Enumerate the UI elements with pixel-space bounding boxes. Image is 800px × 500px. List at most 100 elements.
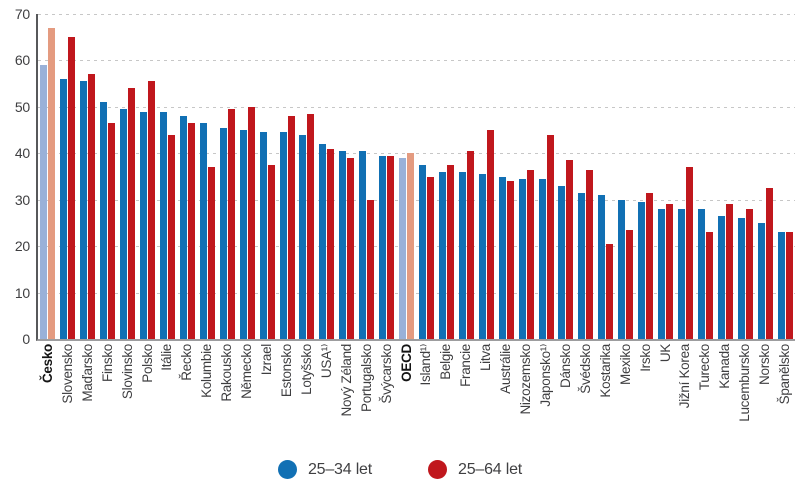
x-axis-label-Norsko: Norsko (757, 344, 773, 385)
x-axis-label-Švýcarsko: Švýcarsko (378, 344, 394, 404)
bar-25–34let-Dánsko (558, 185, 566, 339)
bar-25–64let-Austrálie (506, 181, 514, 339)
plot-area (36, 14, 795, 341)
legend-item-25–34let: 25–34 let (277, 460, 372, 479)
bar-group-Rakousko (217, 14, 237, 339)
bar-25–34let-USA¹⁾ (319, 144, 327, 339)
bar-25–64let-Itálie (167, 134, 175, 339)
bar-25–34let-Kanada (717, 215, 725, 339)
y-tick-label-60: 60 (14, 52, 30, 69)
bar-25–64let-Maďarsko (88, 74, 96, 339)
x-axis-label-Japonsko¹⁾: Japonsko¹⁾ (537, 344, 553, 407)
bar-group-Francie (456, 14, 476, 339)
bar-25–34let-Austrálie (498, 176, 506, 339)
x-axis-label-Slovinsko: Slovinsko (119, 344, 135, 400)
x-axis-label-Nový Zéland: Nový Zéland (338, 344, 354, 417)
x-axis-label-Dánsko: Dánsko (557, 344, 573, 388)
bar-25–64let-Švédsko (586, 169, 594, 339)
bar-group-OECD (397, 14, 417, 339)
bar-group-Kolumbie (197, 14, 217, 339)
bar-group-Turecko (695, 14, 715, 339)
x-axis-label-Kolumbie: Kolumbie (199, 344, 215, 398)
bar-25–34let-Maďarsko (80, 81, 88, 339)
bar-25–34let-Mexiko (618, 199, 626, 339)
bar-group-Polsko (138, 14, 158, 339)
bar-25–64let-Řecko (187, 123, 195, 339)
bar-group-Kanada (715, 14, 735, 339)
bar-25–34let-Lucembursko (737, 218, 745, 339)
legend-item-25–64let: 25–64 let (428, 460, 522, 479)
x-axis-label-Rakousko: Rakousko (219, 344, 235, 402)
bar-25–34let-Finsko (100, 102, 108, 339)
bar-25–34let-Jižní Korea (677, 209, 685, 339)
bar-25–34let-Lotyšsko (299, 134, 307, 339)
bar-group-Irsko (636, 14, 656, 339)
bar-group-Nizozemsko (516, 14, 536, 339)
bar-groups (38, 14, 795, 339)
bar-group-Dánsko (556, 14, 576, 339)
bar-group-Norsko (755, 14, 775, 339)
x-axis-label-Litva: Litva (478, 344, 494, 372)
bar-25–34let-Nový Zéland (339, 150, 347, 339)
bar-25–64let-Švýcarsko (387, 155, 395, 339)
x-axis-label-Kostarika: Kostarika (597, 344, 613, 398)
bar-25–34let-Izrael (259, 132, 267, 339)
bar-25–64let-UK (666, 204, 674, 339)
legend: 25–34 let 25–64 let (0, 460, 800, 479)
y-tick-label-30: 30 (14, 191, 30, 208)
x-axis-label-Izrael: Izrael (259, 344, 275, 376)
bar-25–34let-Norsko (757, 222, 765, 339)
bar-25–34let-Irsko (638, 202, 646, 339)
bar-25–64let-Lotyšsko (307, 113, 315, 339)
bar-25–64let-Island¹⁾ (426, 176, 434, 339)
gridline-30 (38, 199, 795, 201)
x-axis-label-Nizozemsko: Nizozemsko (518, 344, 534, 415)
x-axis-label-Řecko: Řecko (179, 344, 195, 381)
bar-25–64let-Irsko (646, 192, 654, 339)
bar-25–64let-Francie (466, 150, 474, 339)
bar-25–64let-Portugalsko (367, 199, 375, 339)
bar-25–64let-Finsko (108, 123, 116, 339)
x-axis-label-Mexiko: Mexiko (617, 344, 633, 385)
bar-25–34let-Island¹⁾ (418, 164, 426, 339)
x-axis-label-Švédsko: Švédsko (577, 344, 593, 394)
bar-25–64let-OECD (407, 153, 415, 339)
bar-group-Mexiko (616, 14, 636, 339)
x-axis-label-Španělsko: Španělsko (777, 344, 793, 405)
bar-25–34let-Řecko (179, 116, 187, 339)
bar-25–34let-Turecko (697, 209, 705, 339)
bar-group-Izrael (257, 14, 277, 339)
bar-25–34let-Česko (40, 65, 48, 339)
bar-25–64let-Slovensko (68, 37, 76, 339)
x-axis-label-Irsko: Irsko (637, 344, 653, 372)
bar-group-Lotyšsko (297, 14, 317, 339)
x-axis-label-OECD: OECD (398, 344, 414, 382)
legend-label: 25–34 let (307, 460, 372, 478)
bar-group-Jižní Korea (676, 14, 696, 339)
bar-group-Švédsko (576, 14, 596, 339)
gridline-60 (38, 60, 795, 62)
bar-25–64let-Lucembursko (745, 209, 753, 339)
bar-25–64let-Litva (486, 130, 494, 339)
bar-25–34let-Švédsko (578, 192, 586, 339)
bar-25–64let-Jižní Korea (685, 167, 693, 339)
bar-25–34let-Litva (478, 174, 486, 339)
bar-25–64let-Nový Zéland (347, 157, 355, 339)
bar-25–34let-Německo (239, 130, 247, 339)
legend-label: 25–64 let (458, 460, 523, 478)
x-axis-label-Maďarsko: Maďarsko (79, 344, 95, 402)
x-axis-label-Německo: Německo (239, 344, 255, 399)
bar-25–34let-Portugalsko (359, 150, 367, 339)
bar-group-Finsko (98, 14, 118, 339)
bar-25–64let-Rakousko (227, 109, 235, 339)
bar-25–64let-Dánsko (566, 160, 574, 339)
x-axis-label-Francie: Francie (458, 344, 474, 387)
bar-group-Maďarsko (78, 14, 98, 339)
bar-group-Slovensko (58, 14, 78, 339)
legend-dot-icon (428, 460, 447, 479)
bar-group-Německo (237, 14, 257, 339)
bar-25–64let-Polsko (148, 81, 156, 339)
x-axis-label-Polsko: Polsko (139, 344, 155, 383)
bar-25–64let-USA¹⁾ (327, 148, 335, 339)
bar-group-Švýcarsko (377, 14, 397, 339)
